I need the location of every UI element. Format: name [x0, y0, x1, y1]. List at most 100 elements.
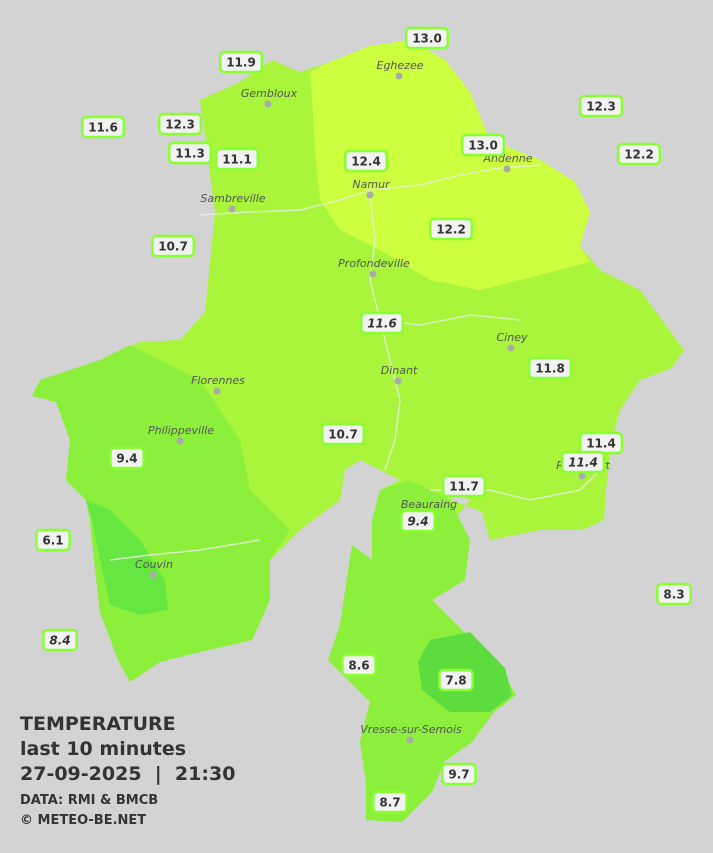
city-dot: [369, 270, 377, 278]
station: 11.9: [218, 50, 264, 74]
station: 8.7: [372, 790, 408, 814]
station: 11.8: [527, 356, 573, 380]
station-box: [560, 450, 606, 474]
station: 12.3: [578, 94, 624, 118]
city-name: Florennes: [191, 374, 245, 387]
city-name: Eghezee: [377, 59, 424, 72]
city-dot: [578, 472, 586, 480]
station-box: [656, 582, 692, 606]
city-dot: [176, 437, 184, 445]
station-value: 12.3: [165, 118, 195, 132]
station-box: [359, 311, 405, 335]
station-box: [218, 50, 264, 74]
city-dot: [394, 377, 402, 385]
station: 12.2: [616, 142, 662, 166]
city-name: Vresse-sur-Semois: [360, 723, 462, 736]
station-box: [214, 147, 260, 171]
station-value: 12.4: [351, 155, 381, 169]
station-box: [320, 422, 366, 446]
city-name: Couvin: [135, 558, 173, 571]
station-box: [109, 446, 145, 470]
city-dot: [507, 344, 515, 352]
station-value: 11.6: [88, 121, 118, 135]
station-value: 8.6: [348, 659, 369, 673]
station: 12.3: [157, 112, 203, 136]
station: 11.6: [359, 311, 405, 335]
city-dot: [406, 736, 414, 744]
station: 11.1: [214, 147, 260, 171]
station: 11.7: [441, 474, 487, 498]
city-dot: [503, 165, 511, 173]
city-name: Sambreville: [200, 192, 265, 205]
station: 9.7: [441, 762, 477, 786]
station: 9.4: [400, 509, 436, 533]
station-value: 12.3: [586, 100, 616, 114]
river: [109, 164, 601, 561]
station: 11.4: [578, 431, 624, 455]
station-box: [80, 115, 126, 139]
station: 8.3: [656, 582, 692, 606]
station: 11.3: [167, 141, 213, 165]
station-value: 12.2: [436, 223, 466, 237]
station-box: [372, 790, 408, 814]
city-name: Profondeville: [338, 257, 410, 270]
station-value: 9.4: [407, 515, 428, 529]
station-box: [35, 528, 71, 552]
station: 12.4: [343, 149, 389, 173]
cool-zone: [32, 345, 290, 682]
title: TEMPERATURE: [20, 713, 176, 735]
city-name: Namur: [352, 178, 391, 191]
copyright: © METEO-BE.NET: [20, 813, 146, 828]
station-value: 12.2: [624, 148, 654, 162]
city-dot: [395, 72, 403, 80]
station-value: 10.7: [158, 240, 188, 254]
station-box: [150, 234, 196, 258]
station: 8.4: [42, 628, 78, 652]
station-box: [616, 142, 662, 166]
station-value: 11.4: [568, 456, 598, 470]
station-value: 13.0: [468, 139, 498, 153]
city-dot: [213, 387, 221, 395]
city-name: Gembloux: [241, 87, 298, 100]
city-dot: [264, 100, 272, 108]
station: 6.1: [35, 528, 71, 552]
station-box: [578, 94, 624, 118]
subtitle: last 10 minutes: [20, 738, 186, 760]
station-value: 11.3: [175, 147, 205, 161]
station: 11.4: [560, 450, 606, 474]
city-name: Ciney: [497, 331, 528, 344]
station: 8.6: [341, 653, 377, 677]
station-box: [400, 509, 436, 533]
city-name: Dinant: [381, 364, 418, 377]
station: 13.0: [460, 133, 506, 157]
header: TEMPERATURE last 10 minutes 27-09-2025 |…: [20, 713, 235, 828]
station-box: [343, 149, 389, 173]
station-box: [460, 133, 506, 157]
station: 10.7: [150, 234, 196, 258]
city-name: Philippeville: [148, 424, 214, 437]
station: 10.7: [320, 422, 366, 446]
station-box: [167, 141, 213, 165]
station: 13.0: [404, 26, 450, 50]
cool-zone: [328, 480, 516, 822]
station-box: [441, 474, 487, 498]
warm-zone: [310, 40, 590, 290]
station-value: 11.8: [535, 362, 565, 376]
station-value: 8.3: [663, 588, 684, 602]
datetime: 27-09-2025 | 21:30: [20, 763, 235, 785]
station-value: 11.7: [449, 480, 479, 494]
station-value: 9.4: [116, 452, 137, 466]
stations: 13.0 11.9 12.3 11.6 12.3 11.3 11.1 12.4 13.0 12.2…: [35, 26, 692, 814]
station-value: 11.4: [586, 437, 616, 451]
station-value: 11.1: [222, 153, 252, 167]
station-box: [157, 112, 203, 136]
station-value: 8.7: [379, 796, 400, 810]
station-value: 13.0: [412, 32, 442, 46]
source: DATA: RMI & BMCB: [20, 793, 158, 808]
station-box: [438, 668, 474, 692]
station-value: 10.7: [328, 428, 358, 442]
station-box: [527, 356, 573, 380]
city-dot: [228, 205, 236, 213]
station: 9.4: [109, 446, 145, 470]
station-box: [404, 26, 450, 50]
